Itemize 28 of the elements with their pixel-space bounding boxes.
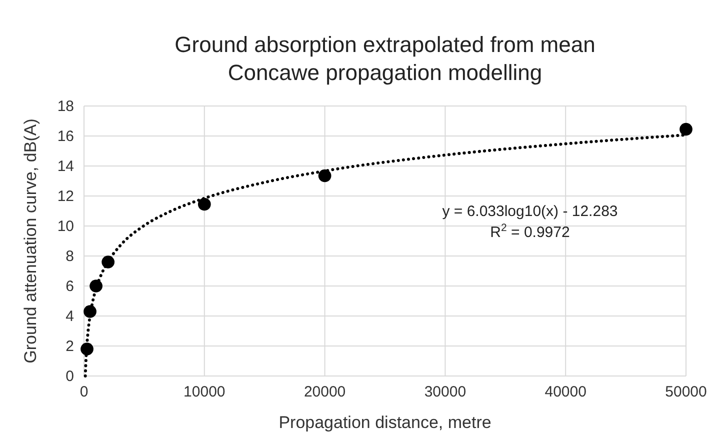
y-tick-label: 8 <box>66 248 74 265</box>
y-tick-label: 10 <box>57 218 74 235</box>
y-tick-label: 16 <box>57 128 74 145</box>
y-tick-label: 2 <box>66 338 74 355</box>
point <box>198 198 211 211</box>
point <box>80 342 94 356</box>
point <box>680 122 692 136</box>
y-axis-title: Ground attenuation curve, dB(A) <box>21 118 40 364</box>
y-tick-label: 4 <box>66 308 74 325</box>
x-tick-label: 30000 <box>424 384 466 401</box>
y-tick-label: 12 <box>57 188 74 205</box>
point <box>84 305 96 318</box>
y-tick-label: 14 <box>57 158 74 175</box>
x-tick-label: 0 <box>80 384 88 401</box>
y-tick-label: 0 <box>66 368 74 385</box>
x-tick-label: 10000 <box>184 384 226 401</box>
y-tick-label: 18 <box>57 98 74 115</box>
point <box>90 280 102 292</box>
annotation: y = 6.033log10(x) - 12.283 <box>442 203 618 220</box>
y-tick-label: 6 <box>66 278 74 295</box>
point <box>318 169 332 182</box>
x-tick-label: 50000 <box>665 384 707 401</box>
x-axis-title: Propagation distance, metre <box>278 413 492 432</box>
x-tick-label: 40000 <box>544 384 586 401</box>
point <box>102 256 115 268</box>
x-tick-label: 20000 <box>304 384 346 401</box>
chart-title: Ground absorption extrapolated from mean Concawe propagation modelling <box>174 32 596 85</box>
annotation: R$^{2}$ = 0.9972 <box>490 222 570 241</box>
